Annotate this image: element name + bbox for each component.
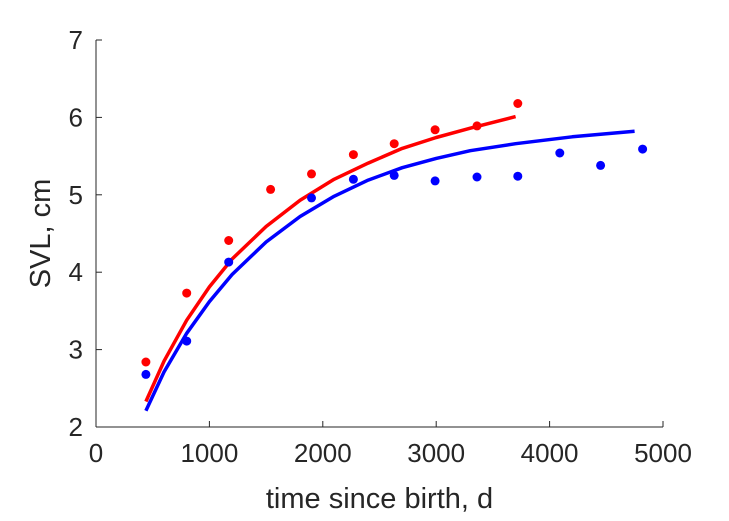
x-tick-label: 4000 (521, 438, 579, 468)
axes (95, 40, 663, 428)
y-tick-label: 6 (69, 102, 83, 132)
y-tick-label: 2 (69, 412, 83, 442)
series-2-point (555, 148, 565, 158)
series-1-point (472, 121, 482, 131)
series-1-point (389, 139, 399, 149)
series-2 (141, 129, 648, 412)
series-1-point (348, 150, 358, 160)
series-2-point (638, 144, 648, 154)
x-tick-label: 5000 (634, 438, 692, 468)
y-tick-label: 3 (69, 335, 83, 365)
series-1 (141, 99, 523, 403)
x-axis-label: time since birth, d (266, 483, 493, 515)
series-2-point (224, 257, 234, 267)
series-2-point (307, 193, 316, 203)
series-2-point (430, 176, 440, 186)
series-1-point (266, 184, 276, 194)
series-2-point (348, 174, 358, 184)
series-1-point (182, 288, 192, 298)
series-2-point (141, 369, 151, 379)
series-2-point (389, 170, 399, 180)
plot-area (141, 99, 648, 412)
ticks: 0 1000 2000 3000 4000 5000 2 3 4 5 6 7 (69, 25, 692, 468)
x-tick-label: 3000 (407, 438, 465, 468)
series-1-fit-line (144, 114, 517, 403)
series-2-point (513, 171, 523, 181)
series-1-point (513, 99, 523, 108)
y-tick-label: 7 (69, 25, 83, 55)
series-2-fit-line (144, 129, 635, 412)
series-1-point (307, 169, 316, 179)
x-tick-label: 1000 (180, 438, 238, 468)
series-2-point (182, 336, 192, 346)
y-tick-label: 5 (69, 180, 83, 210)
series-1-point (430, 125, 440, 135)
y-axis-label: SVL, cm (25, 179, 57, 289)
series-1-point (141, 357, 151, 367)
series-2-point (472, 172, 482, 182)
x-tick-label: 0 (89, 438, 103, 468)
x-tick-label: 2000 (294, 438, 352, 468)
y-tick-label: 4 (69, 257, 83, 287)
series-2-point (596, 160, 606, 170)
series-1-point (224, 236, 234, 245)
